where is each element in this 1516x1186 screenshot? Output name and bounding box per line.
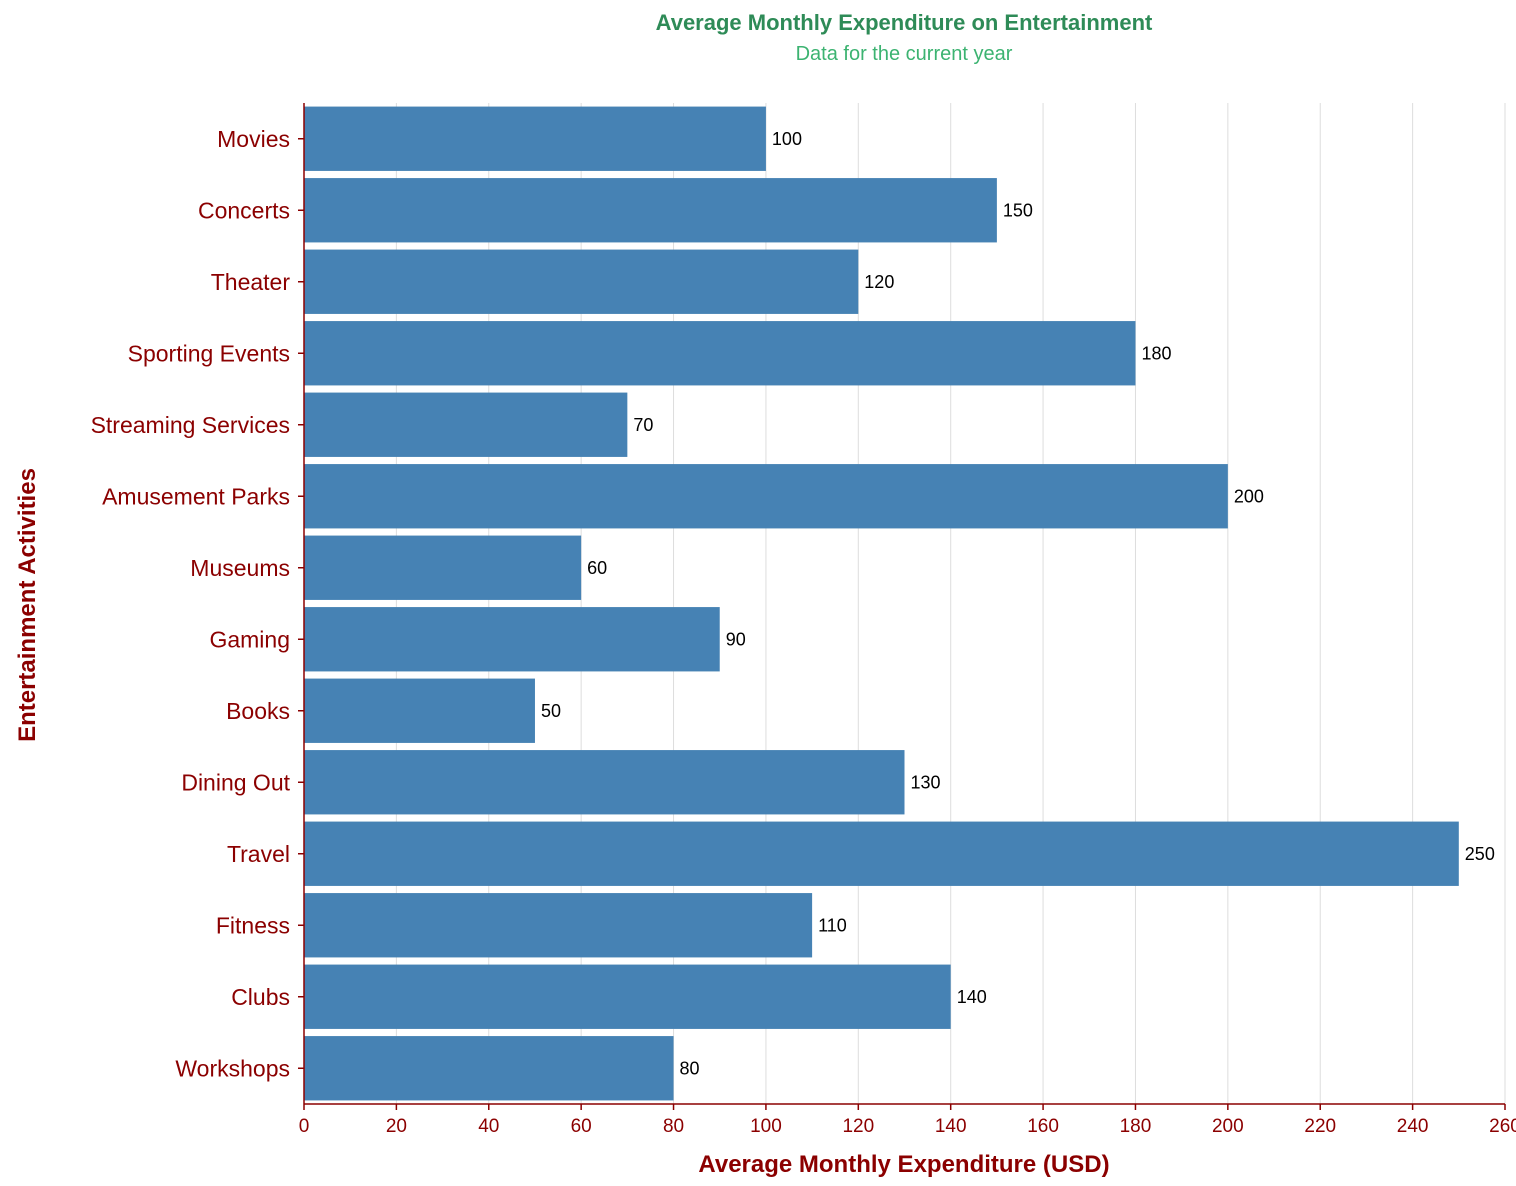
- category-label-fitness: Fitness: [216, 912, 290, 938]
- x-tick-label-40: 40: [478, 1116, 499, 1137]
- chart-title: Average Monthly Expenditure on Entertain…: [656, 10, 1153, 35]
- bars: [304, 106, 1459, 1101]
- category-label-movies: Movies: [217, 126, 290, 152]
- value-label-dining-out: 130: [911, 772, 941, 792]
- value-label-travel: 250: [1465, 844, 1495, 864]
- category-label-sporting-events: Sporting Events: [128, 340, 290, 366]
- value-label-books: 50: [541, 701, 561, 721]
- bar-clubs: [304, 964, 951, 1029]
- value-label-clubs: 140: [957, 987, 987, 1007]
- axes: Movies Concerts Theater Sporting Events Stre…: [91, 103, 1516, 1137]
- value-label-sporting-events: 180: [1141, 343, 1171, 363]
- value-label-streaming-services: 70: [633, 415, 653, 435]
- category-label-workshops: Workshops: [175, 1055, 290, 1081]
- bar-museums: [304, 535, 582, 600]
- bar-books: [304, 678, 535, 743]
- x-tick-label-220: 220: [1304, 1116, 1336, 1137]
- value-label-amusement-parks: 200: [1234, 486, 1264, 506]
- value-label-fitness: 110: [818, 915, 847, 935]
- value-label-theater: 120: [864, 272, 894, 292]
- x-tick-label-80: 80: [663, 1116, 684, 1137]
- bar-concerts: [304, 178, 997, 243]
- bar-theater: [304, 249, 859, 314]
- category-label-books: Books: [226, 698, 290, 724]
- value-label-concerts: 150: [1003, 200, 1033, 220]
- x-tick-label-0: 0: [299, 1116, 310, 1137]
- x-tick-label-100: 100: [750, 1116, 782, 1137]
- bar-streaming-services: [304, 392, 628, 457]
- value-label-movies: 100: [772, 129, 802, 149]
- x-tick-label-60: 60: [571, 1116, 592, 1137]
- x-tick-label-20: 20: [386, 1116, 407, 1137]
- x-tick-label-140: 140: [935, 1116, 967, 1137]
- category-label-concerts: Concerts: [198, 197, 290, 223]
- bar-workshops: [304, 1036, 674, 1101]
- category-label-museums: Museums: [190, 555, 290, 581]
- x-tick-label-120: 120: [842, 1116, 874, 1137]
- value-labels: 100 150 120 180 70 200 60 90 50 130 250 110 140 80: [541, 129, 1495, 1079]
- category-label-dining-out: Dining Out: [181, 769, 290, 795]
- bar-gaming: [304, 607, 720, 672]
- category-label-amusement-parks: Amusement Parks: [102, 483, 290, 509]
- x-tick-label-200: 200: [1212, 1116, 1244, 1137]
- chart-texts: Average Monthly Expenditure on Entertain…: [14, 10, 1153, 1178]
- x-tick-label-180: 180: [1120, 1116, 1152, 1137]
- value-label-workshops: 80: [680, 1058, 700, 1078]
- category-label-streaming-services: Streaming Services: [91, 412, 290, 438]
- bar-fitness: [304, 893, 813, 958]
- category-label-gaming: Gaming: [209, 626, 290, 652]
- x-tick-label-260: 260: [1489, 1116, 1516, 1137]
- value-label-museums: 60: [587, 558, 607, 578]
- bar-travel: [304, 821, 1459, 886]
- x-tick-label-240: 240: [1397, 1116, 1429, 1137]
- bar-amusement-parks: [304, 464, 1228, 529]
- category-label-travel: Travel: [227, 841, 290, 867]
- x-axis-title: Average Monthly Expenditure (USD): [698, 1151, 1109, 1178]
- category-label-clubs: Clubs: [231, 984, 290, 1010]
- x-tick-label-160: 160: [1027, 1116, 1059, 1137]
- category-label-theater: Theater: [211, 269, 291, 295]
- bar-movies: [304, 106, 766, 171]
- y-axis-title: Entertainment Activities: [14, 468, 41, 742]
- value-label-gaming: 90: [726, 629, 746, 649]
- bar-sporting-events: [304, 321, 1136, 386]
- bar-dining-out: [304, 750, 905, 815]
- chart-subtitle: Data for the current year: [796, 43, 1013, 65]
